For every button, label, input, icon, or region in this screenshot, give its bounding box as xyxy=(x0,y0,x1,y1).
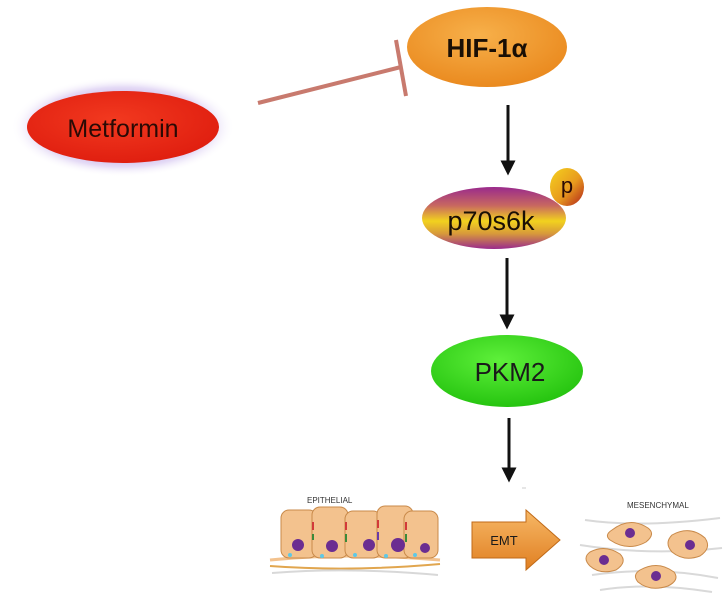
mesenchymal-label: MESENCHYMAL xyxy=(627,501,689,510)
epithelial-cell xyxy=(344,510,382,559)
phospho-label: p xyxy=(561,173,573,198)
hif-label: HIF-1α xyxy=(447,33,528,63)
epithelial-illustration: EPITHELIAL xyxy=(269,496,441,576)
emt-arrow: EMT xyxy=(471,508,561,572)
p70s6k-node: p70s6k xyxy=(422,187,566,249)
inhibition-arrow xyxy=(257,39,408,105)
metformin-label: Metformin xyxy=(67,115,178,143)
p70s6k-label: p70s6k xyxy=(447,206,535,236)
metformin-node: Metformin xyxy=(11,77,235,177)
hif-node: HIF-1α xyxy=(407,7,567,87)
emt-label: EMT xyxy=(490,533,518,548)
pkm2-label: PKM2 xyxy=(475,357,546,387)
epithelial-label: EPITHELIAL xyxy=(307,496,353,505)
mesenchymal-illustration: MESENCHYMAL xyxy=(579,501,723,593)
phospho-badge: p xyxy=(550,168,584,206)
pkm2-node: PKM2 xyxy=(431,335,583,407)
